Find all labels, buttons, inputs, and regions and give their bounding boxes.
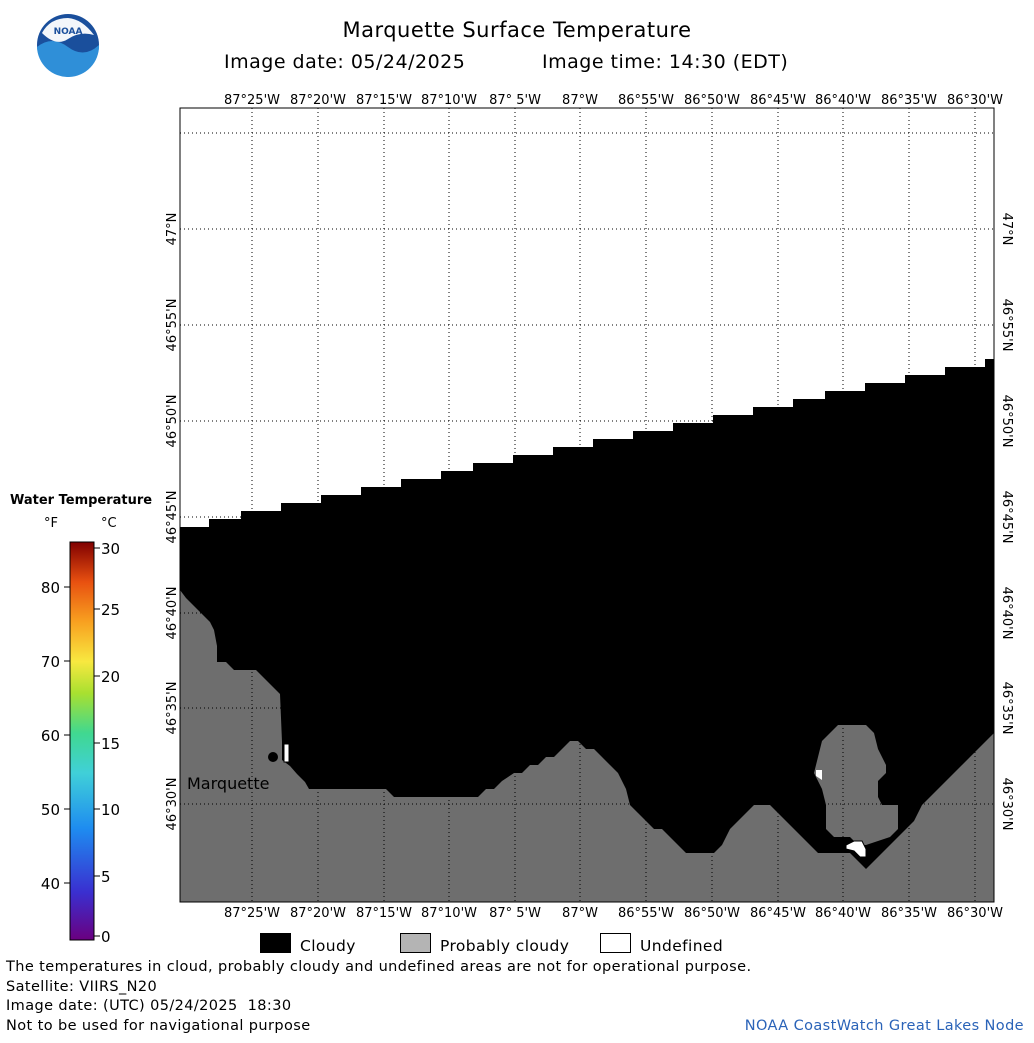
satellite-text: Satellite: VIIRS_N20 <box>6 979 158 995</box>
c-tick: 15 <box>101 735 120 753</box>
temperature-map: Marquette 87°25'W 87°20'W 87°15'W 87°10'… <box>165 93 1014 921</box>
f-tick: 80 <box>41 579 60 597</box>
undefined-area <box>283 743 290 763</box>
lon-label-bottom: 86°55'W <box>618 906 674 921</box>
bottom-lon-labels: 87°25'W 87°20'W 87°15'W 87°10'W 87° 5'W … <box>224 906 1003 921</box>
image-date: Image date: 05/24/2025 <box>224 51 466 73</box>
lat-label-right: 46°45'N <box>999 491 1014 544</box>
lat-label-left: 46°30'N <box>165 778 180 831</box>
lon-label-top: 86°50'W <box>684 93 740 108</box>
lon-label-top: 87°W <box>562 93 598 108</box>
c-tick: 5 <box>101 868 111 886</box>
lat-label-left: 46°40'N <box>165 587 180 640</box>
c-tick: 20 <box>101 668 120 686</box>
probably-cloudy-blob <box>814 725 898 845</box>
marquette-label: Marquette <box>187 774 269 793</box>
lat-label-right: 46°55'N <box>999 299 1014 352</box>
lon-label-top: 87°20'W <box>290 93 346 108</box>
lon-label-top: 86°40'W <box>815 93 871 108</box>
lon-label-bottom: 87°15'W <box>356 906 412 921</box>
top-lon-labels: 87°25'W 87°20'W 87°15'W 87°10'W 87° 5'W … <box>224 93 1003 108</box>
f-tick: 50 <box>41 801 60 819</box>
lon-label-bottom: 87°W <box>562 906 598 921</box>
right-lat-labels: 47°N 46°55'N 46°50'N 46°45'N 46°40'N 46°… <box>999 213 1014 831</box>
f-tick: 40 <box>41 875 60 893</box>
left-lat-labels: 47°N 46°55'N 46°50'N 46°45'N 46°40'N 46°… <box>165 213 180 831</box>
legend-probably-cloudy-swatch <box>400 933 431 953</box>
lat-label-right: 46°40'N <box>999 587 1014 640</box>
lon-label-bottom: 87°10'W <box>421 906 477 921</box>
lon-label-bottom: 87°20'W <box>290 906 346 921</box>
legend-probably-cloudy-label: Probably cloudy <box>440 937 570 955</box>
credit-text: NOAA CoastWatch Great Lakes Node <box>744 1018 1024 1034</box>
lon-label-bottom: 87° 5'W <box>489 906 541 921</box>
lat-label-right: 47°N <box>999 213 1014 246</box>
lat-label-left: 47°N <box>165 213 180 246</box>
c-tick: 10 <box>101 801 120 819</box>
colorbar-unit-c: °C <box>101 516 117 531</box>
temperature-colorbar: Water Temperature °F °C 80 70 60 50 40 3… <box>10 493 152 946</box>
lon-label-top: 87°25'W <box>224 93 280 108</box>
f-tick: 70 <box>41 653 60 671</box>
lon-label-top: 87°15'W <box>356 93 412 108</box>
lon-label-bottom: 86°45'W <box>750 906 806 921</box>
lon-label-bottom: 87°25'W <box>224 906 280 921</box>
graticule <box>180 108 994 902</box>
f-tick: 60 <box>41 727 60 745</box>
lon-label-top: 87°10'W <box>421 93 477 108</box>
image-time: Image time: 14:30 (EDT) <box>542 51 789 73</box>
lon-label-bottom: 86°50'W <box>684 906 740 921</box>
legend-cloudy-swatch <box>260 933 291 953</box>
lat-label-right: 46°50'N <box>999 395 1014 448</box>
noaa-logo: NOAA <box>36 13 100 78</box>
noaa-logo-text: NOAA <box>54 27 83 37</box>
lon-label-bottom: 86°35'W <box>881 906 937 921</box>
lon-label-bottom: 86°40'W <box>815 906 871 921</box>
disclaimer-text: The temperatures in cloud, probably clou… <box>6 959 752 975</box>
cloudy-area <box>180 359 994 902</box>
lat-label-right: 46°35'N <box>999 682 1014 735</box>
legend-undefined-label: Undefined <box>640 937 724 955</box>
colorbar-unit-f: °F <box>44 516 58 531</box>
lat-label-right: 46°30'N <box>999 778 1014 831</box>
lon-label-top: 86°30'W <box>947 93 1003 108</box>
legend-cloudy-label: Cloudy <box>300 937 356 955</box>
lat-label-left: 46°35'N <box>165 682 180 735</box>
lon-label-top: 86°55'W <box>618 93 674 108</box>
c-tick: 0 <box>101 928 111 946</box>
lat-label-left: 46°55'N <box>165 299 180 352</box>
legend-undefined-swatch <box>600 933 631 953</box>
c-tick: 30 <box>101 540 120 558</box>
c-tick: 25 <box>101 601 120 619</box>
utc-date-text: Image date: (UTC) 05/24/2025 18:30 <box>6 998 292 1014</box>
marquette-marker <box>268 752 278 762</box>
lon-label-top: 87° 5'W <box>489 93 541 108</box>
colorbar-title: Water Temperature <box>10 493 152 508</box>
lon-label-top: 86°45'W <box>750 93 806 108</box>
undefined-area-3 <box>816 770 822 780</box>
lon-label-bottom: 86°30'W <box>947 906 1003 921</box>
lat-label-left: 46°50'N <box>165 395 180 448</box>
undefined-area-2 <box>845 840 867 858</box>
nav-warning-text: Not to be used for navigational purpose <box>6 1018 311 1034</box>
lat-label-left: 46°45'N <box>165 491 180 544</box>
lon-label-top: 86°35'W <box>881 93 937 108</box>
page-title: Marquette Surface Temperature <box>342 18 692 42</box>
